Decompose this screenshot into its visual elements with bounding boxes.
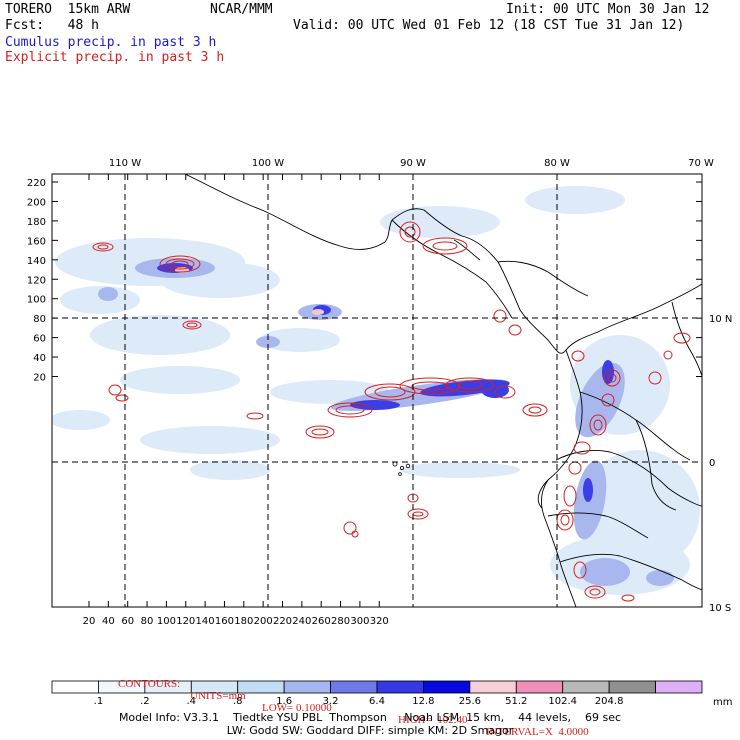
colorbar-level-label: 25.6 [459, 696, 481, 707]
lat-label-0: 0 [709, 458, 715, 469]
x-tick-label: 200 [254, 616, 273, 627]
model-info-line1: Model Info: V3.3.1 Tiedtke YSU PBL Thomp… [118, 711, 622, 724]
graticule [52, 174, 702, 607]
y-tick-label: 40 [33, 353, 46, 364]
colorbar-level-label: 3.2 [323, 696, 339, 707]
x-tick-label: 280 [331, 616, 350, 627]
x-tick-label: 220 [273, 616, 292, 627]
forecast-hour: Fcst: 48 h [5, 18, 99, 33]
lon-label-70w: 70 W [688, 158, 714, 169]
legend-cumulus: Cumulus precip. in past 3 h [5, 35, 217, 50]
y-tick-label: 100 [27, 295, 46, 306]
contour-info: CONTOURS: UNITS=mm LOW= 0.10000 HIGH= 10… [0, 666, 740, 738]
x-tick-label: 260 [312, 616, 331, 627]
lon-label-90w: 90 W [400, 158, 426, 169]
lat-label-10s: 10 S [709, 603, 731, 614]
y-tick-label: 120 [27, 275, 46, 286]
lat-label-10n: 10 N [709, 314, 732, 325]
x-tick-label: 240 [292, 616, 311, 627]
y-tick-label: 140 [27, 256, 46, 267]
y-tick-label: 160 [27, 236, 46, 247]
lon-label-110w: 110 W [109, 158, 141, 169]
colorbar-level-label: 102.4 [548, 696, 577, 707]
legend-explicit: Explicit precip. in past 3 h [5, 50, 225, 65]
plot-frame [51, 173, 703, 608]
contour-interval: INTERVAL=X 4.0000 [486, 726, 589, 738]
y-tick-label: 220 [27, 178, 46, 189]
moderate-precip-areas [98, 258, 674, 586]
x-axis: 20 40 60 80 100 120 140 160 180 200 220 240 260 280 30… [83, 174, 389, 627]
lon-label-100w: 100 W [252, 158, 284, 169]
y-axis: 220 200 180 160 140 120 100 80 60 40 20 [27, 178, 702, 384]
y-tick-label: 180 [27, 217, 46, 228]
colorbar-level-label: .1 [94, 696, 104, 707]
x-tick-label: 80 [141, 616, 154, 627]
colorbar-units: mm [713, 697, 732, 708]
y-tick-label: 200 [27, 197, 46, 208]
colorbar-level-label: 51.2 [505, 696, 527, 707]
valid-time: Valid: 00 UTC Wed 01 Feb 12 (18 CST Tue … [293, 18, 685, 33]
colorbar-level-label: 204.8 [595, 696, 624, 707]
contour-high: HIGH= 102.40 [398, 714, 468, 726]
lon-label-80w: 80 W [544, 158, 570, 169]
colorbar-level-label: .4 [187, 696, 197, 707]
colorbar-level-label: .8 [233, 696, 243, 707]
model-info-line2: LW: Godd SW: Goddard DIFF: simple KM: 2D… [226, 724, 514, 737]
y-tick-label: 60 [33, 334, 46, 345]
x-tick-label: 120 [176, 616, 195, 627]
center-name: NCAR/MMM [210, 2, 273, 17]
y-tick-label: 20 [33, 373, 46, 384]
contour-label: CONTOURS: [118, 678, 181, 690]
y-tick-label: 80 [33, 314, 46, 325]
contour-units: UNITS=mm [190, 690, 246, 702]
colorbar-level-label: 6.4 [369, 696, 385, 707]
x-tick-label: 160 [215, 616, 234, 627]
x-tick-label: 180 [234, 616, 253, 627]
x-tick-label: 140 [196, 616, 215, 627]
colorbar-level-label: 12.8 [412, 696, 434, 707]
colorbar-level-label: 1.6 [276, 696, 292, 707]
x-tick-label: 60 [121, 616, 134, 627]
colorbar-level-label: .2 [140, 696, 150, 707]
x-tick-label: 20 [83, 616, 96, 627]
x-tick-label: 40 [102, 616, 115, 627]
colorbar-swatch [655, 680, 703, 694]
x-tick-label: 320 [370, 616, 389, 627]
color-bar: .1 .2 .4 .8 1.6 3.2 6.4 12.8 25.6 51.2 102.4 204.8 [51, 680, 703, 707]
map-field [52, 174, 702, 607]
x-tick-label: 100 [157, 616, 176, 627]
init-time: Init: 00 UTC Mon 30 Jan 12 [506, 2, 710, 17]
x-tick-label: 300 [350, 616, 369, 627]
contour-low: LOW= 0.10000 [262, 702, 332, 714]
model-title: TORERO 15km ARW [5, 2, 131, 17]
explicit-contours [92, 221, 691, 602]
